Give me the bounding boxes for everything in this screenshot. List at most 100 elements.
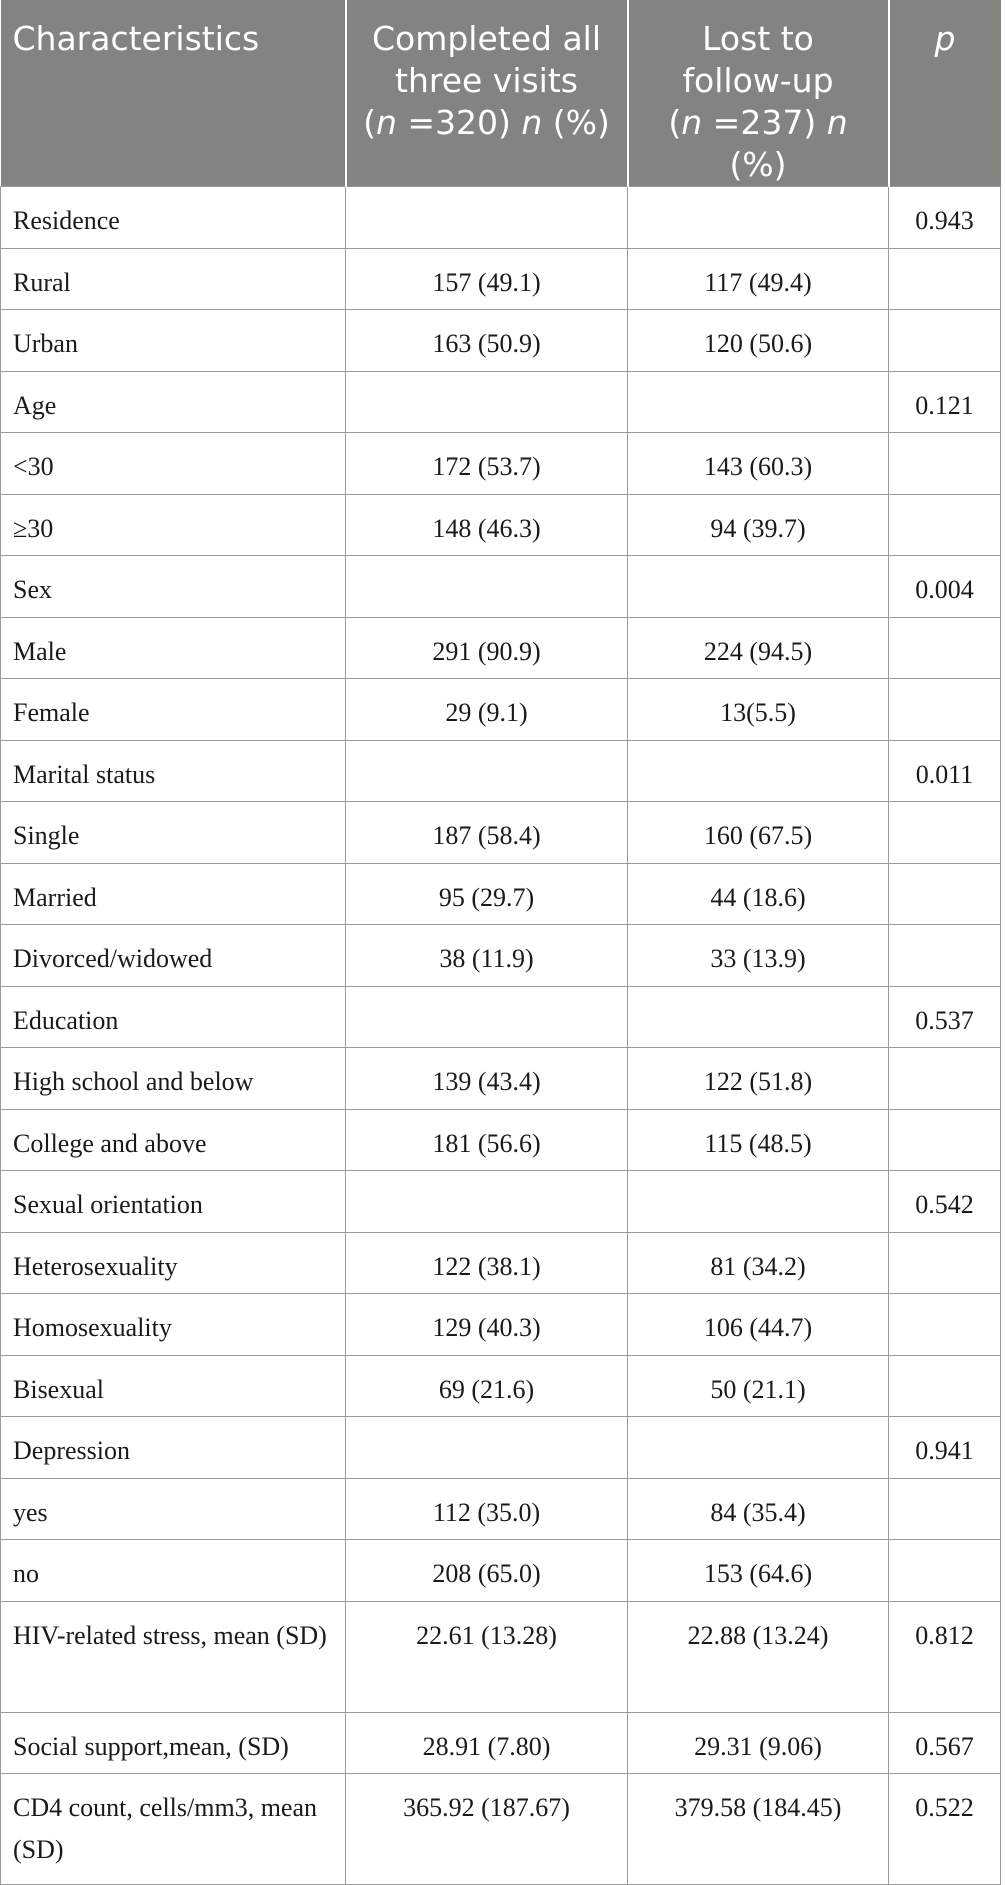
lost-cell: 94 (39.7) — [627, 493, 889, 556]
lost-cell — [627, 555, 889, 618]
lost-cell: 44 (18.6) — [627, 862, 889, 925]
lost-cell — [627, 739, 889, 802]
row-label: <30 — [0, 432, 346, 495]
header-completed: Completed all three visits (n =320) n (%… — [345, 0, 629, 187]
row-label: no — [0, 1539, 346, 1602]
header-row: Characteristics Completed all three visi… — [0, 0, 1001, 187]
p-value-cell — [888, 1231, 1001, 1294]
table-row: ≥30 148 (46.3) 94 (39.7) — [0, 493, 1001, 556]
row-label: Age — [0, 370, 346, 433]
p-value-cell: 0.943 — [888, 186, 1001, 249]
lost-cell — [627, 985, 889, 1048]
header-lost-pct: (%) — [729, 145, 787, 184]
lost-cell — [627, 370, 889, 433]
header-lost: Lost to follow-up (n =237) n (%) — [627, 0, 890, 187]
p-value-cell — [888, 309, 1001, 372]
row-label: Urban — [0, 309, 346, 372]
table-row: Male 291 (90.9) 224 (94.5) — [0, 616, 1001, 679]
p-value-cell: 0.941 — [888, 1416, 1001, 1479]
table-row: yes 112 (35.0) 84 (35.4) — [0, 1477, 1001, 1540]
table-row: Homosexuality 129 (40.3) 106 (44.7) — [0, 1293, 1001, 1356]
header-lost-paren-open: ( — [668, 103, 682, 142]
row-label: HIV-related stress, mean (SD) — [0, 1600, 346, 1713]
row-label: Heterosexuality — [0, 1231, 346, 1294]
completed-cell — [345, 186, 628, 249]
p-value-cell — [888, 1539, 1001, 1602]
table-row: Depression 0.941 — [0, 1416, 1001, 1479]
lost-cell: 122 (51.8) — [627, 1047, 889, 1110]
header-completed-n2: n — [521, 103, 543, 142]
table-row: Urban 163 (50.9) 120 (50.6) — [0, 309, 1001, 372]
row-label: Marital status — [0, 739, 346, 802]
p-value-cell: 0.011 — [888, 739, 1001, 802]
p-value-cell: 0.004 — [888, 555, 1001, 618]
header-lost-nvalue: =237) — [702, 103, 827, 142]
p-value-cell: 0.812 — [888, 1600, 1001, 1713]
row-label: Residence — [0, 186, 346, 249]
lost-cell: 120 (50.6) — [627, 309, 889, 372]
completed-cell — [345, 370, 628, 433]
completed-cell: 163 (50.9) — [345, 309, 628, 372]
table-row: <30 172 (53.7) 143 (60.3) — [0, 432, 1001, 495]
header-lost-n1: n — [681, 103, 703, 142]
table-row: Education 0.537 — [0, 985, 1001, 1048]
p-value-cell: 0.522 — [888, 1773, 1001, 1885]
lost-cell: 22.88 (13.24) — [627, 1600, 889, 1713]
row-label: Homosexuality — [0, 1293, 346, 1356]
row-label: Education — [0, 985, 346, 1048]
table-row: Divorced/widowed 38 (11.9) 33 (13.9) — [0, 924, 1001, 987]
row-label: High school and below — [0, 1047, 346, 1110]
p-value-cell — [888, 493, 1001, 556]
header-completed-pct: (%) — [542, 103, 610, 142]
p-value-cell — [888, 247, 1001, 310]
lost-cell: 50 (21.1) — [627, 1354, 889, 1417]
completed-cell: 22.61 (13.28) — [345, 1600, 628, 1713]
row-label: Single — [0, 801, 346, 864]
p-value-cell: 0.567 — [888, 1711, 1001, 1774]
row-label: Married — [0, 862, 346, 925]
completed-cell — [345, 739, 628, 802]
header-completed-paren-open: ( — [363, 103, 376, 142]
p-value-cell: 0.542 — [888, 1170, 1001, 1233]
p-value-cell — [888, 801, 1001, 864]
header-p: p — [888, 0, 1001, 187]
header-lost-line2: follow-up — [682, 61, 834, 100]
table-row: no 208 (65.0) 153 (64.6) — [0, 1539, 1001, 1602]
header-lost-n2: n — [826, 103, 848, 142]
p-value-cell — [888, 1293, 1001, 1356]
p-value-cell — [888, 1108, 1001, 1171]
row-label: CD4 count, cells/mm3, mean (SD) — [0, 1773, 346, 1885]
p-value-cell — [888, 432, 1001, 495]
table-row: High school and below 139 (43.4) 122 (51.8… — [0, 1047, 1001, 1110]
header-completed-n1: n — [375, 103, 397, 142]
header-characteristics: Characteristics — [0, 0, 347, 187]
lost-cell: 224 (94.5) — [627, 616, 889, 679]
p-value-cell — [888, 1477, 1001, 1540]
lost-cell — [627, 186, 889, 249]
table-header: Characteristics Completed all three visi… — [0, 0, 1001, 187]
row-label: Depression — [0, 1416, 346, 1479]
header-completed-nvalue: =320) — [396, 103, 522, 142]
row-label: Sexual orientation — [0, 1170, 346, 1233]
completed-cell — [345, 555, 628, 618]
row-label: ≥30 — [0, 493, 346, 556]
table-row: Heterosexuality 122 (38.1) 81 (34.2) — [0, 1231, 1001, 1294]
table-row: Residence 0.943 — [0, 186, 1001, 249]
row-label: College and above — [0, 1108, 346, 1171]
table-row: Rural 157 (49.1) 117 (49.4) — [0, 247, 1001, 310]
p-value-cell: 0.537 — [888, 985, 1001, 1048]
lost-cell: 29.31 (9.06) — [627, 1711, 889, 1774]
completed-cell: 28.91 (7.80) — [345, 1711, 628, 1774]
p-value-cell — [888, 1047, 1001, 1110]
row-label: Sex — [0, 555, 346, 618]
completed-cell: 38 (11.9) — [345, 924, 628, 987]
completed-cell: 181 (56.6) — [345, 1108, 628, 1171]
p-value-cell — [888, 678, 1001, 741]
table-row: College and above 181 (56.6) 115 (48.5) — [0, 1108, 1001, 1171]
p-value-cell — [888, 924, 1001, 987]
p-value-cell: 0.121 — [888, 370, 1001, 433]
lost-cell — [627, 1170, 889, 1233]
table-row: Bisexual 69 (21.6) 50 (21.1) — [0, 1354, 1001, 1417]
completed-cell: 187 (58.4) — [345, 801, 628, 864]
